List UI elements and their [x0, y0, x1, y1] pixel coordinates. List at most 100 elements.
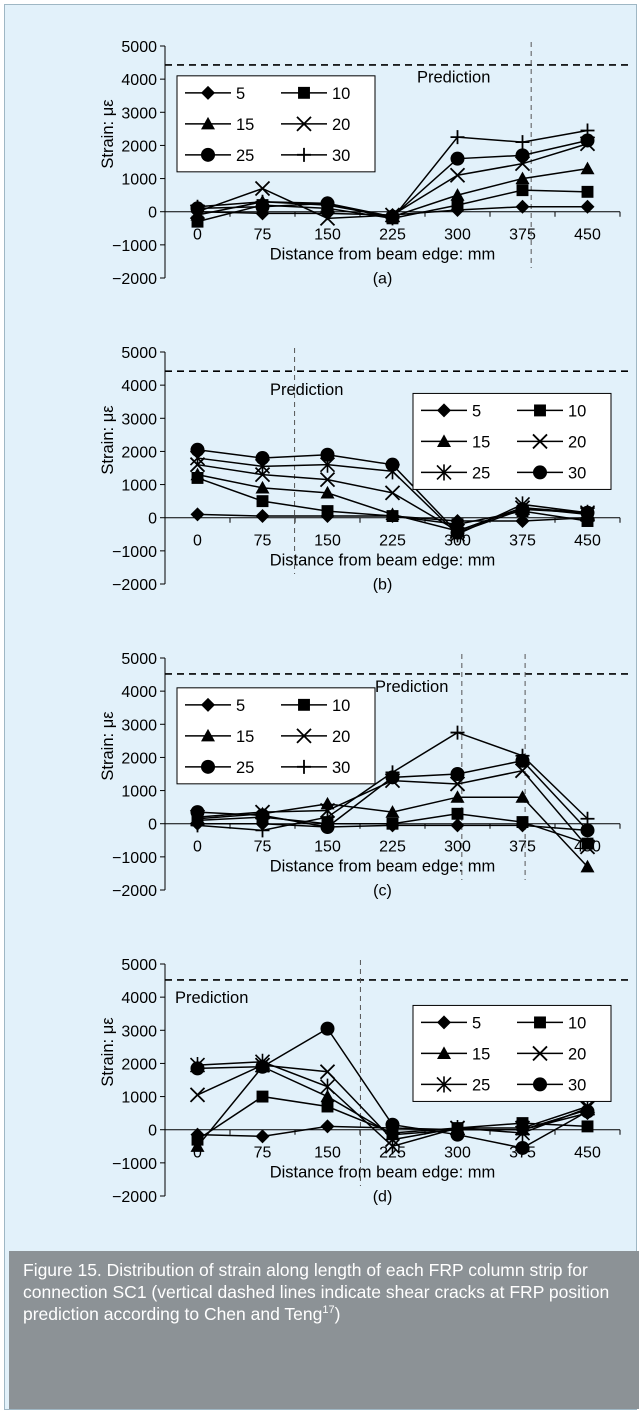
chart-a-svg: −2000 −1000 0 1000 2000 3000 4000 5000 0 75 150 225… [99, 39, 629, 288]
data-point [580, 823, 595, 838]
legend-label: 30 [568, 1076, 586, 1094]
legend-marker [297, 759, 311, 774]
data-point [190, 805, 205, 820]
legend-marker [436, 1076, 452, 1093]
legend-label: 10 [568, 402, 586, 420]
panel-label: (a) [373, 271, 393, 288]
data-point [449, 167, 466, 183]
legend-label: 5 [472, 402, 481, 420]
data-point [191, 215, 204, 228]
data-point [515, 748, 530, 763]
data-point [450, 790, 465, 803]
figure-panel: −2000 −1000 0 1000 2000 3000 4000 5000 0 75 150 225… [4, 4, 639, 1410]
y-tick-label: 4000 [121, 378, 157, 395]
data-point [385, 507, 400, 520]
data-point [581, 837, 594, 850]
y-tick-label: −2000 [112, 271, 157, 288]
x-tick-label: 450 [574, 227, 601, 244]
prediction-label: Prediction [417, 68, 490, 86]
x-tick-label: 375 [509, 227, 536, 244]
y-tick-label: 0 [148, 817, 157, 834]
data-point [319, 1064, 336, 1080]
data-point [320, 485, 335, 499]
y-tick-label: 3000 [121, 105, 157, 122]
legend-label: 10 [332, 85, 350, 103]
data-point [514, 1124, 531, 1142]
data-point [190, 818, 205, 833]
data-point [255, 451, 270, 466]
data-point [385, 457, 400, 472]
legend-label: 10 [332, 697, 350, 715]
chart-b-svg: −2000 −1000 0 1000 2000 3000 4000 5000 0 75 150 225… [99, 345, 629, 594]
data-point [580, 199, 595, 214]
y-tick-label: 4000 [121, 72, 157, 89]
series-30 [190, 725, 595, 838]
prediction-label: Prediction [375, 678, 448, 696]
legend-label: 20 [332, 728, 350, 746]
data-point [190, 467, 205, 481]
y-tick-label: 5000 [121, 651, 157, 668]
legend-marker [201, 759, 215, 774]
y-tick-label: −2000 [112, 883, 157, 900]
legend-marker [533, 465, 547, 480]
x-axis-label: Distance from beam edge: mm [270, 858, 496, 876]
legend-marker [436, 464, 452, 481]
x-tick-label: 0 [193, 1145, 202, 1162]
data-point [515, 1140, 530, 1155]
x-tick-label: 0 [193, 839, 202, 856]
data-point [450, 525, 465, 540]
y-tick-label: −1000 [112, 544, 157, 561]
y-tick-label: 3000 [121, 411, 157, 428]
data-point [515, 135, 530, 150]
chart-d: −2000 −1000 0 1000 2000 3000 4000 5000 0 75 150 225… [5, 923, 636, 1229]
x-tick-label: 150 [314, 839, 341, 856]
legend-marker [201, 728, 215, 742]
y-tick-label: 1000 [121, 172, 157, 189]
y-tick-label: 2000 [121, 444, 157, 461]
data-point [516, 816, 529, 829]
legend-marker [201, 697, 215, 712]
data-point [320, 447, 335, 462]
y-tick-label: 5000 [121, 345, 157, 362]
legend-label: 15 [472, 433, 490, 451]
data-point [384, 1138, 401, 1155]
y-tick-label: −1000 [112, 238, 157, 255]
data-point [450, 1127, 465, 1142]
data-point [190, 1061, 205, 1076]
y-tick-label: 5000 [121, 957, 157, 974]
data-point [255, 194, 270, 209]
data-point [580, 811, 595, 826]
legend: 5 10 15 20 25 30 [176, 687, 376, 785]
y-tick-label: 1000 [121, 1090, 157, 1107]
legend-marker [437, 403, 451, 418]
x-tick-label: 75 [254, 1145, 272, 1162]
data-point [254, 180, 271, 197]
data-point [451, 199, 464, 212]
data-point [319, 210, 336, 226]
chart-b: −2000 −1000 0 1000 2000 3000 4000 5000 0 75 150 225… [5, 311, 636, 617]
data-point [449, 776, 466, 792]
x-axis-label: Distance from beam edge: mm [270, 1164, 496, 1182]
data-point [516, 184, 529, 197]
series-30 [190, 1021, 595, 1155]
x-tick-label: 150 [314, 227, 341, 244]
legend-marker [437, 1015, 451, 1030]
data-point [385, 211, 400, 226]
y-tick-label: −2000 [112, 1189, 157, 1206]
y-axis-label: Strain: με [99, 1017, 117, 1087]
data-point [580, 859, 595, 873]
data-point [515, 171, 530, 185]
data-point [256, 495, 269, 508]
legend-marker [532, 433, 548, 450]
legend-marker [298, 698, 310, 711]
prediction-label: Prediction [175, 989, 248, 1007]
x-tick-label: 300 [444, 227, 471, 244]
legend-label: 15 [236, 728, 254, 746]
data-point [255, 1059, 270, 1074]
data-point [385, 765, 400, 780]
y-tick-label: 4000 [121, 990, 157, 1007]
data-point [320, 1021, 335, 1036]
data-point [190, 1139, 205, 1152]
legend: 5 10 15 20 25 30 [176, 75, 376, 173]
